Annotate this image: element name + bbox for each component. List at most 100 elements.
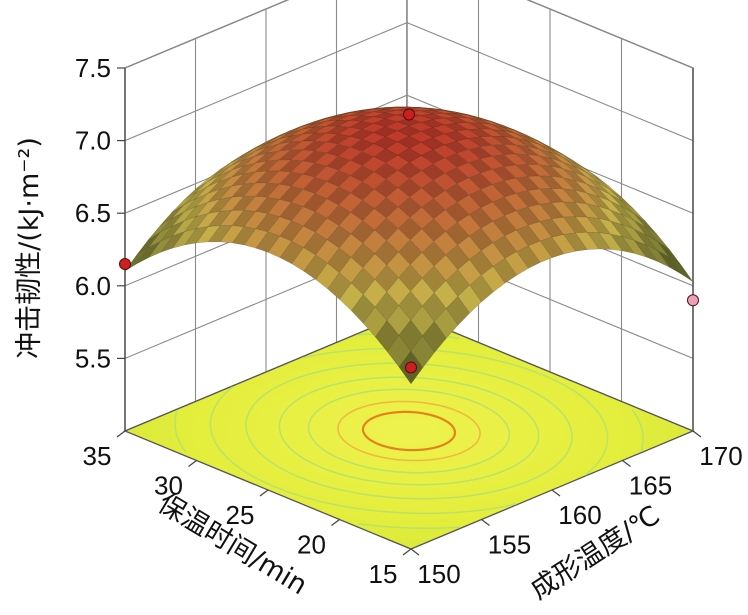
surface-cell [350, 165, 375, 183]
surface-cell [351, 294, 376, 324]
y-tick-mark [116, 430, 126, 438]
surface-cell [480, 169, 505, 185]
surface-cell [349, 129, 375, 140]
surface-cell [362, 188, 387, 209]
x-tick-label: 165 [629, 471, 672, 501]
surface-cell [433, 190, 458, 211]
surface-cell [492, 235, 517, 259]
surface-cell [289, 121, 314, 131]
surface-cell [479, 144, 505, 157]
surface-cell [444, 130, 469, 142]
surface-cell [386, 334, 412, 368]
x-tick-label: 160 [558, 500, 601, 530]
z-tick-label: 5.5 [75, 343, 111, 373]
surface-cell [574, 232, 600, 250]
surface-cell [444, 152, 469, 168]
surface-cell [339, 282, 364, 312]
surface-cell [350, 200, 375, 221]
surface-cell [527, 221, 553, 242]
surface-cell [562, 177, 588, 194]
surface-cell [408, 122, 434, 132]
surface-cell [397, 162, 422, 179]
x-tick-mark [622, 460, 631, 467]
surface-cell [302, 150, 327, 164]
surface-cell [563, 216, 588, 234]
surface-cell [491, 121, 515, 131]
surface-cell [408, 131, 434, 143]
surface-cell [410, 277, 435, 307]
surface-cell [503, 193, 529, 211]
z-tick-label: 7.5 [75, 53, 111, 83]
surface-cell [374, 197, 399, 219]
surface-cell [479, 119, 504, 128]
surface-cell [325, 115, 350, 122]
surface-cell [456, 177, 482, 196]
surface-cell [338, 160, 363, 176]
surface-cell [373, 148, 398, 164]
surface-cell [337, 111, 362, 117]
surface-cell [327, 247, 352, 273]
surface-cell [492, 180, 517, 198]
surface-cell [491, 129, 516, 139]
surface-cell [255, 197, 280, 214]
surface-cell [279, 241, 304, 265]
surface-cell [539, 236, 565, 258]
surface-cell [455, 111, 480, 118]
surface-cell [431, 117, 457, 126]
surface-cell [539, 218, 564, 238]
surface-cell [445, 296, 470, 326]
contour-line [361, 410, 457, 452]
surface-cell [456, 138, 481, 150]
surface-cell [242, 143, 267, 157]
surface-cell [385, 170, 411, 188]
z-tick-label: 7.0 [75, 126, 111, 156]
surface-cell [303, 211, 328, 233]
design-point-1 [119, 258, 131, 270]
surface-cell [409, 207, 434, 230]
surface-cell [337, 127, 363, 137]
x-tick-mark [410, 548, 420, 556]
surface-cell [314, 141, 339, 154]
surface-cell [421, 218, 446, 242]
surface-cell [314, 152, 339, 167]
surface-cell [408, 107, 433, 111]
x-tick-label: 150 [417, 559, 460, 589]
surface-cell [313, 120, 338, 128]
surface-cell [397, 178, 422, 198]
surface-cell [338, 175, 363, 194]
y-tick-label: 25 [226, 500, 255, 530]
surface-cell [243, 211, 269, 230]
surface-cell [326, 186, 351, 206]
surface-cell [338, 212, 363, 235]
surface-cell [398, 239, 423, 265]
surface-cell [242, 147, 267, 161]
surface-cell [350, 220, 375, 244]
surface-cell [516, 245, 541, 269]
design-point-4 [687, 294, 699, 307]
wall-gridline [124, 0, 694, 69]
surface-cell [278, 129, 303, 140]
surface-cell [455, 122, 481, 130]
surface-cell [325, 143, 351, 157]
surface-cell [445, 201, 470, 223]
surface-cell [315, 239, 340, 264]
y-tick-mark [188, 460, 197, 467]
x-tick-label: 155 [488, 530, 531, 560]
y-tick-label: 30 [154, 471, 183, 501]
surface-cell [657, 250, 682, 275]
surface-cell [267, 183, 292, 200]
surface-cell [492, 196, 517, 216]
design-points [119, 108, 699, 374]
y-tick-mark [331, 519, 340, 526]
contour-line [307, 388, 511, 474]
surface-cell [386, 305, 411, 336]
surface-cell [421, 198, 446, 220]
surface-cell [360, 116, 386, 124]
x-tick-mark [551, 489, 561, 497]
surface-cell [433, 254, 458, 281]
surface-cell [195, 171, 220, 190]
surface-cell [386, 228, 411, 253]
surface-cell [303, 254, 328, 280]
surface-cell [467, 146, 493, 160]
